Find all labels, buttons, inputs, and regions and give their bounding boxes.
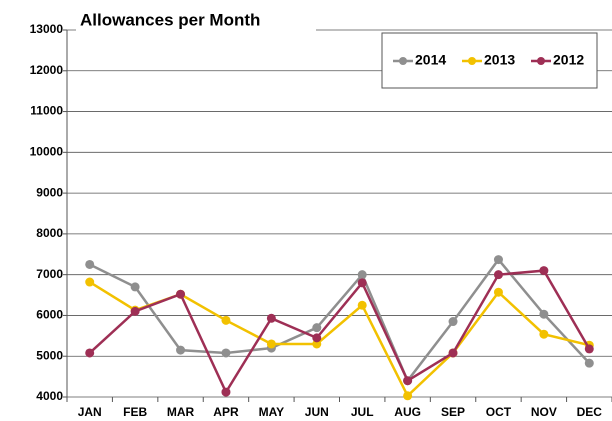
data-point [448, 348, 458, 358]
x-tick-label: OCT [486, 405, 512, 419]
data-point [493, 255, 503, 265]
x-tick-label: JAN [78, 405, 102, 419]
data-point [221, 387, 231, 397]
y-tick-label: 4000 [36, 389, 63, 403]
data-point [357, 270, 367, 280]
x-tick-label: JUL [351, 405, 374, 419]
data-point [176, 345, 186, 355]
x-tick-label: NOV [531, 405, 557, 419]
series-line [89, 257, 591, 384]
data-point [357, 278, 367, 288]
data-point [539, 329, 549, 339]
data-point [266, 313, 276, 323]
data-point [403, 376, 413, 386]
x-tick-label: FEB [123, 405, 147, 419]
data-point [539, 266, 549, 276]
x-tick-label: SEP [441, 405, 465, 419]
legend-marker [468, 57, 476, 65]
legend-marker [537, 57, 545, 65]
chart-title: Allowances per Month [80, 10, 260, 29]
data-point [403, 391, 413, 401]
y-tick-label: 9000 [36, 185, 63, 199]
y-tick-label: 11000 [30, 104, 63, 118]
data-point [357, 300, 367, 310]
y-tick-label: 6000 [36, 308, 63, 322]
legend-box [381, 32, 598, 89]
y-tick-label: 13000 [30, 22, 64, 36]
series-line [88, 269, 591, 395]
legend-label: 2014 [415, 52, 446, 68]
data-point [266, 339, 276, 349]
legend-label: 2013 [484, 52, 515, 68]
x-tick-label: MAR [167, 405, 195, 419]
x-tick-label: MAY [259, 405, 285, 419]
data-point [493, 270, 503, 280]
x-tick-label: AUG [394, 405, 421, 419]
grid [63, 29, 612, 402]
data-point [584, 358, 594, 368]
data-point [221, 315, 231, 325]
data-point [85, 277, 95, 287]
y-tick-label: 10000 [30, 145, 64, 159]
x-tick-label: APR [213, 405, 239, 419]
legend-label: 2012 [553, 52, 584, 68]
legend-marker [399, 57, 407, 65]
y-tick-label: 5000 [36, 348, 63, 362]
y-tick-label: 7000 [36, 267, 63, 281]
data-point [130, 282, 140, 292]
x-tick-label: JUN [305, 405, 329, 419]
data-point [176, 289, 186, 299]
y-tick-label: 8000 [36, 226, 63, 240]
data-point [85, 259, 95, 269]
data-point [539, 309, 549, 319]
data-point [584, 344, 594, 354]
data-point [312, 323, 322, 333]
data-point [312, 333, 322, 343]
x-tick-label: DEC [577, 405, 603, 419]
title-background [76, 8, 316, 34]
data-point [448, 317, 458, 327]
data-point [493, 287, 503, 297]
data-point [85, 348, 95, 358]
data-point [130, 306, 140, 316]
y-tick-label: 12000 [30, 63, 64, 77]
data-point [221, 348, 231, 358]
